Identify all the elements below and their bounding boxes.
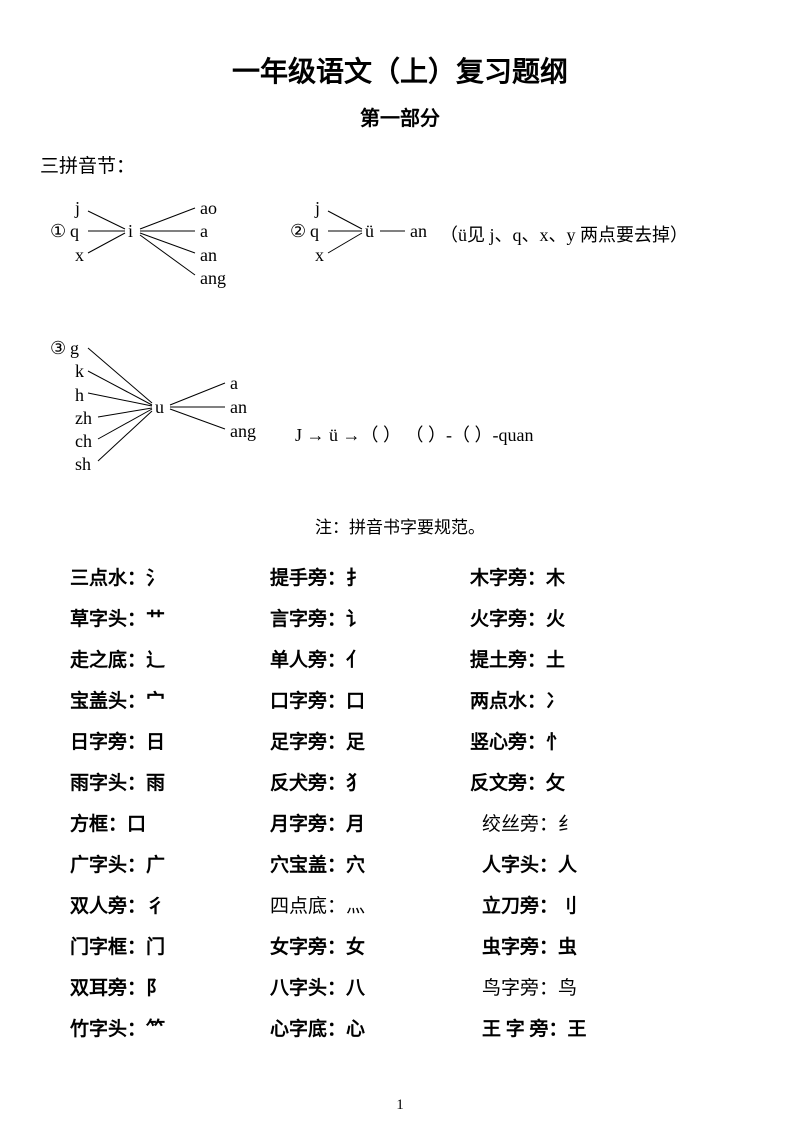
radical-cell: 单人旁：亻 <box>270 645 470 672</box>
radical-cell: 广字头：广 <box>70 850 270 877</box>
radical-cell: 门字框：门 <box>70 932 270 959</box>
radical-cell: 虫字旁：虫 <box>470 932 670 959</box>
radical-cell: 火字旁：火 <box>470 604 670 631</box>
radical-cell: 穴宝盖：穴 <box>270 850 470 877</box>
radical-cell: 绞丝旁：纟 <box>470 809 670 836</box>
radical-cell: 双人旁：彳 <box>70 891 270 918</box>
radical-cell: 足字旁：足 <box>270 727 470 754</box>
radical-cell: 心字底：心 <box>270 1014 470 1041</box>
radical-row: 三点水：氵提手旁：扌木字旁：木 <box>70 563 760 590</box>
radical-row: 双人旁：彳四点底：灬立刀旁：刂 <box>70 891 760 918</box>
radical-cell: 日字旁：日 <box>70 727 270 754</box>
group2-lines <box>40 193 800 313</box>
section-heading: 三拼音节： <box>40 151 760 178</box>
radical-cell: 反文旁：攵 <box>470 768 670 795</box>
radical-row: 草字头：艹言字旁：讠火字旁：火 <box>70 604 760 631</box>
radical-cell: 提土旁：土 <box>470 645 670 672</box>
radical-row: 广字头：广穴宝盖：穴人字头：人 <box>70 850 760 877</box>
radical-row: 宝盖头：宀口字旁：口两点水：冫 <box>70 686 760 713</box>
radical-cell: 竖心旁：忄 <box>470 727 670 754</box>
radical-cell: 方框：口 <box>70 809 270 836</box>
radical-cell: 走之底：辶 <box>70 645 270 672</box>
radical-cell: 月字旁：月 <box>270 809 470 836</box>
radicals-table: 三点水：氵提手旁：扌木字旁：木草字头：艹言字旁：讠火字旁：火走之底：辶单人旁：亻… <box>40 563 760 1041</box>
radical-row: 门字框：门女字旁：女虫字旁：虫 <box>70 932 760 959</box>
pinyin-row-1: ① j q x i ao a an ang ② j q x ü an （ü见 j… <box>40 193 760 313</box>
radical-cell: 人字头：人 <box>470 850 670 877</box>
radical-cell: 三点水：氵 <box>70 563 270 590</box>
radical-cell: 言字旁：讠 <box>270 604 470 631</box>
radical-cell: 女字旁：女 <box>270 932 470 959</box>
radical-cell: 王 字 旁：王 <box>470 1014 670 1041</box>
radical-cell: 双耳旁：阝 <box>70 973 270 1000</box>
radical-cell: 口字旁：口 <box>270 686 470 713</box>
radical-cell: 草字头：艹 <box>70 604 270 631</box>
radical-cell: 提手旁：扌 <box>270 563 470 590</box>
group3-lines <box>40 333 800 503</box>
note-text: 注：拼音书字要规范。 <box>40 513 760 538</box>
radical-cell: 立刀旁：刂 <box>470 891 670 918</box>
radical-cell: 反犬旁：犭 <box>270 768 470 795</box>
radical-row: 双耳旁：阝八字头：八鸟字旁：鸟 <box>70 973 760 1000</box>
page-number: 1 <box>0 1097 800 1114</box>
radical-cell: 雨字头：雨 <box>70 768 270 795</box>
radical-row: 雨字头：雨反犬旁：犭反文旁：攵 <box>70 768 760 795</box>
radical-row: 方框：口月字旁：月绞丝旁：纟 <box>70 809 760 836</box>
radical-cell: 两点水：冫 <box>470 686 670 713</box>
page-title: 一年级语文（上）复习题纲 <box>40 50 760 90</box>
radical-row: 走之底：辶单人旁：亻提土旁：土 <box>70 645 760 672</box>
pinyin-row-2: ③ g k h zh ch sh u a an ang J → ü →（ ） （… <box>40 333 760 503</box>
radical-row: 日字旁：日足字旁：足竖心旁：忄 <box>70 727 760 754</box>
radical-row: 竹字头：⺮心字底：心王 字 旁：王 <box>70 1014 760 1041</box>
radical-cell: 竹字头：⺮ <box>70 1014 270 1041</box>
radical-cell: 木字旁：木 <box>470 563 670 590</box>
radical-cell: 宝盖头：宀 <box>70 686 270 713</box>
radical-cell: 鸟字旁：鸟 <box>470 973 670 1000</box>
page-subtitle: 第一部分 <box>40 102 760 131</box>
radical-cell: 八字头：八 <box>270 973 470 1000</box>
radical-cell: 四点底：灬 <box>270 891 470 918</box>
